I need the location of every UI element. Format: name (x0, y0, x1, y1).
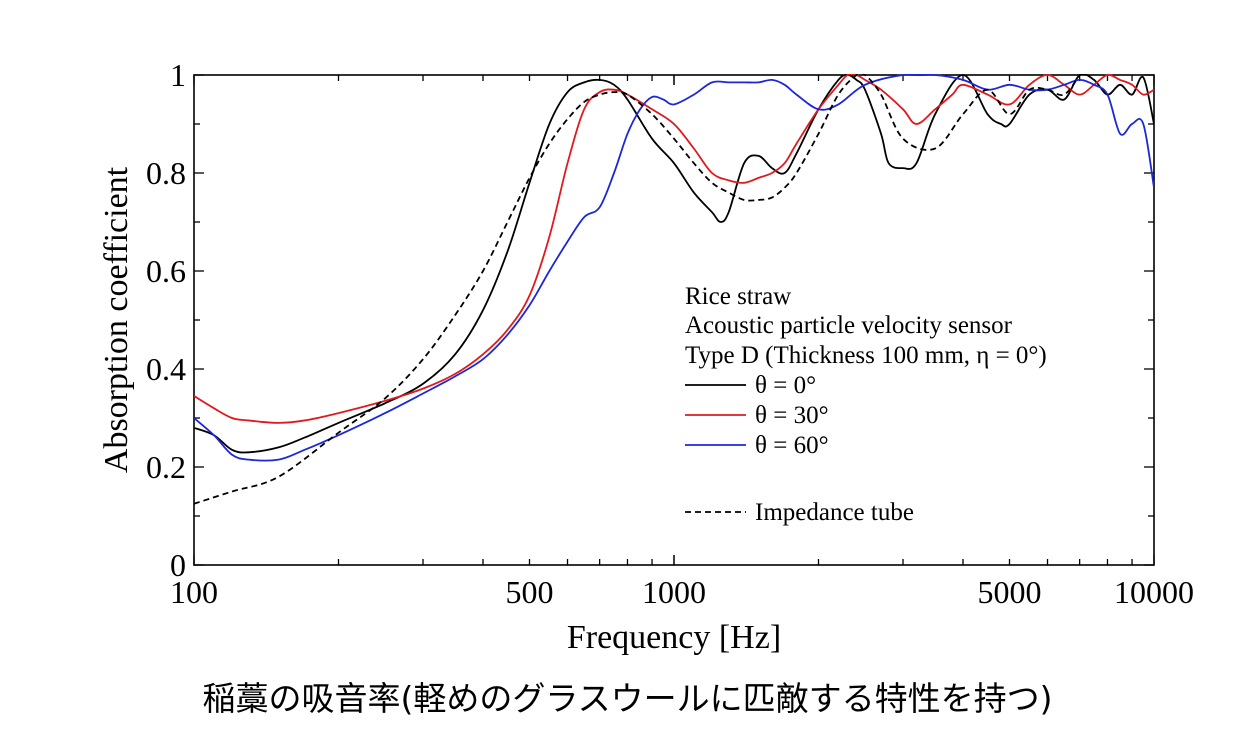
legend-header-line-3: Type D (Thickness 100 mm, η = 0°) (685, 342, 1047, 369)
y-axis-label: Absorption coefficient (98, 166, 135, 473)
legend: Rice straw Acoustic particle velocity se… (685, 283, 1047, 526)
x-axis-label: Frequency [Hz] (567, 619, 781, 656)
series-line-impedance-tube (194, 74, 1081, 505)
y-tick-label: 0 (170, 547, 186, 583)
legend-header-line-1: Rice straw (685, 283, 791, 310)
x-tick-label: 1000 (642, 574, 706, 610)
y-tick-label: 0.2 (146, 449, 186, 485)
legend-label-theta-60: θ = 60° (755, 432, 829, 459)
series-line-theta-30 (194, 74, 1154, 424)
series-line-theta-0 (194, 74, 1154, 454)
legend-label-theta-0: θ = 0° (755, 372, 816, 399)
y-tick-label: 0.8 (146, 155, 186, 191)
series-line-theta-60 (194, 74, 1154, 462)
series-layer (194, 74, 1154, 505)
y-tick-label: 0.4 (146, 351, 186, 387)
y-tick-label: 1 (170, 57, 186, 93)
legend-header-line-2: Acoustic particle velocity sensor (685, 312, 1013, 339)
axis-ticks (193, 74, 1155, 566)
x-tick-label: 500 (506, 574, 554, 610)
x-tick-label: 100 (170, 574, 218, 610)
tick-labels: 100 500 1000 5000 10000 0 0.2 0.4 0.6 0.8 1 (146, 57, 1194, 610)
x-tick-label: 10000 (1114, 574, 1194, 610)
figure-caption: 稲藁の吸音率(軽めのグラスウールに匹敵する特性を持つ) (202, 679, 1053, 718)
legend-label-impedance-tube: Impedance tube (755, 499, 914, 526)
x-tick-label: 5000 (978, 574, 1042, 610)
legend-label-theta-30: θ = 30° (755, 402, 829, 429)
y-tick-label: 0.6 (146, 253, 186, 289)
